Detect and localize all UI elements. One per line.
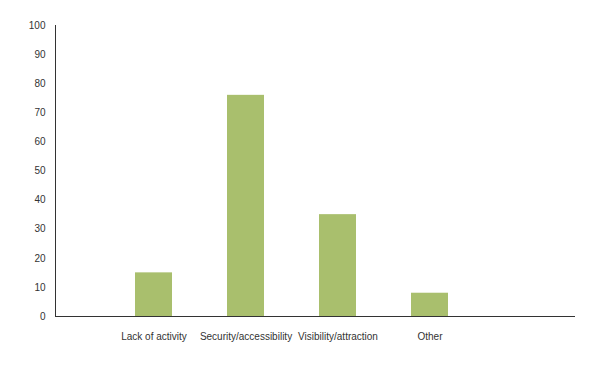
svg-text:Lack of activity: Lack of activity bbox=[121, 331, 187, 342]
svg-text:0: 0 bbox=[40, 311, 46, 322]
svg-text:50: 50 bbox=[34, 165, 46, 176]
svg-text:Security/accessibility: Security/accessibility bbox=[200, 331, 292, 342]
svg-text:60: 60 bbox=[34, 136, 46, 147]
svg-text:90: 90 bbox=[34, 49, 46, 60]
svg-text:70: 70 bbox=[34, 107, 46, 118]
svg-text:Other: Other bbox=[417, 331, 443, 342]
svg-text:30: 30 bbox=[34, 223, 46, 234]
svg-text:10: 10 bbox=[34, 282, 46, 293]
svg-text:40: 40 bbox=[34, 194, 46, 205]
svg-text:80: 80 bbox=[34, 78, 46, 89]
svg-text:100: 100 bbox=[29, 20, 46, 31]
svg-text:20: 20 bbox=[34, 252, 46, 263]
svg-text:Visibility/attraction: Visibility/attraction bbox=[298, 331, 378, 342]
